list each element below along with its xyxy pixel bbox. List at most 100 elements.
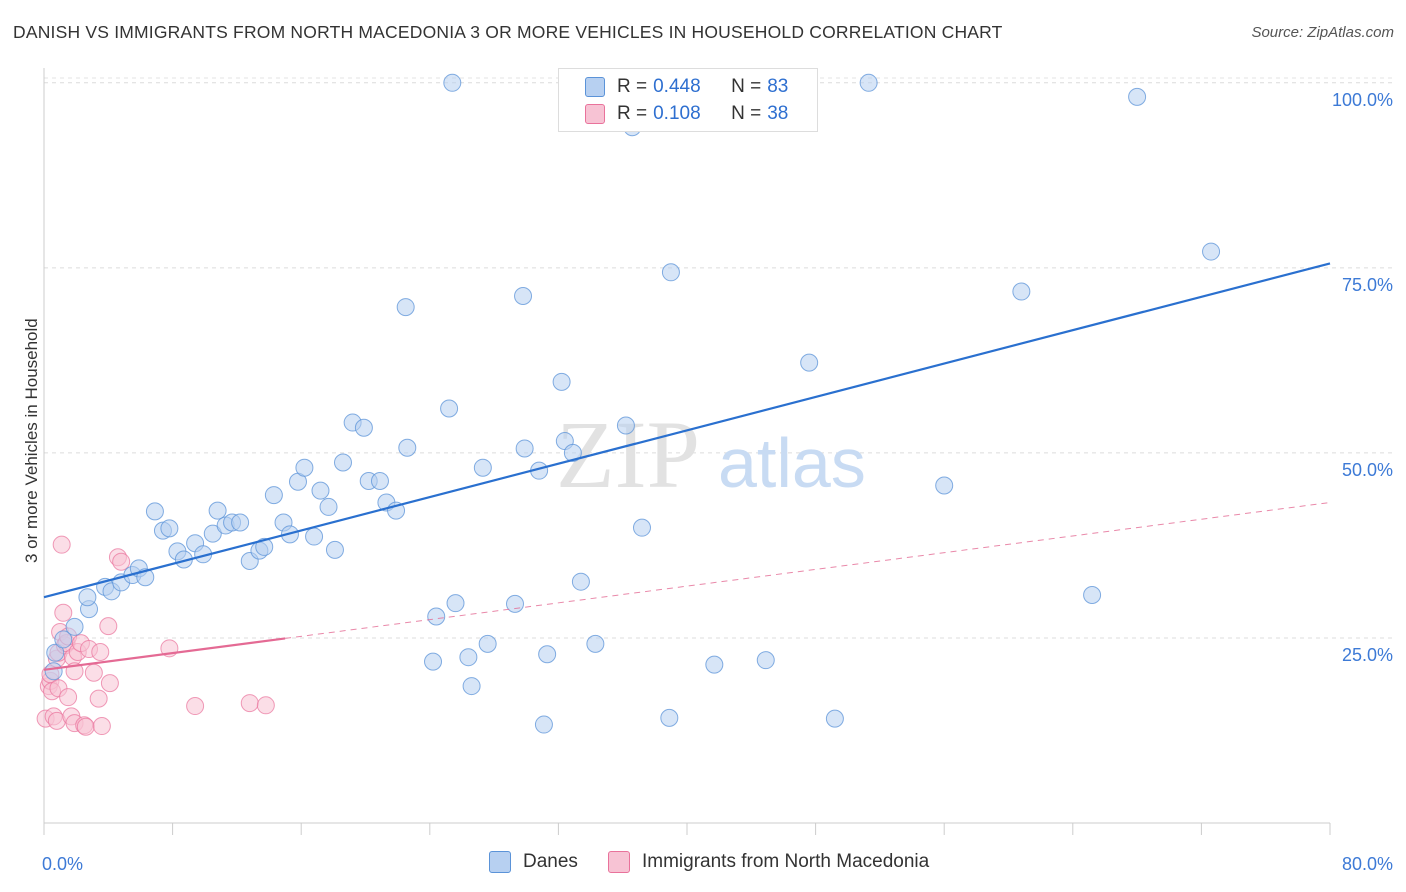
macedonia-points: [36, 535, 275, 736]
danes-point: [264, 486, 283, 505]
danes-point: [756, 651, 775, 670]
danes-point: [800, 353, 819, 372]
macedonia-label: Immigrants from North Macedonia: [642, 851, 930, 872]
danes-point: [1202, 242, 1221, 261]
danes-point: [632, 518, 651, 537]
danes-point: [208, 501, 227, 520]
legend-row-danes: R = 0.448 N = 83: [585, 74, 788, 100]
stats-legend: R = 0.448 N = 83 R = 0.108 N = 38: [558, 68, 818, 132]
legend-r-label: R =: [617, 103, 648, 124]
danes-point: [443, 73, 462, 92]
danes-point: [54, 630, 73, 649]
danes-point: [538, 645, 557, 664]
danes-point: [145, 502, 164, 521]
trend-lines: [43, 262, 1331, 671]
axes: [43, 68, 1331, 835]
danes-point: [552, 372, 571, 391]
x-tick-labels: 0.0% 80.0%: [42, 854, 1393, 874]
danes-point: [231, 513, 250, 532]
danes-point: [473, 458, 492, 477]
y-tick-label: 75.0%: [1342, 275, 1393, 295]
danes-point: [616, 416, 635, 435]
danes-point: [505, 594, 524, 613]
danes-point: [825, 709, 844, 728]
macedonia-point: [92, 717, 111, 736]
danes-point: [661, 263, 680, 282]
bottom-legend-danes: Danes: [489, 851, 578, 873]
x-tick-label: 80.0%: [1342, 854, 1393, 874]
macedonia-point: [240, 694, 259, 713]
watermark-atlas: atlas: [718, 424, 866, 502]
y-tick-label: 100.0%: [1332, 90, 1393, 110]
macedonia-point: [89, 689, 108, 708]
macedonia-point: [256, 696, 275, 715]
macedonia-point: [112, 552, 131, 571]
macedonia-point: [91, 643, 110, 662]
y-tick-label: 50.0%: [1342, 460, 1393, 480]
danes-point: [446, 594, 465, 613]
x-tick-label: 0.0%: [42, 854, 83, 874]
danes-point: [534, 715, 553, 734]
danes-point: [398, 438, 417, 457]
legend-n-value: 38: [767, 103, 789, 124]
danes-point: [305, 527, 324, 546]
danes-point: [78, 588, 97, 607]
danes-point: [46, 643, 65, 662]
danes-point: [44, 662, 63, 681]
legend-r-label: R =: [617, 76, 648, 97]
danes-point: [295, 458, 314, 477]
danes-trend-line: [43, 262, 1331, 599]
macedonia-point: [99, 617, 118, 636]
danes-point: [459, 648, 478, 667]
danes-point: [255, 537, 274, 556]
danes-point: [705, 655, 724, 674]
legend-swatch-macedonia: [585, 104, 605, 124]
bottom-legend-macedonia: Immigrants from North Macedonia: [608, 851, 929, 873]
macedonia-point: [59, 688, 78, 707]
watermark: ZIP atlas: [556, 401, 866, 508]
danes-point: [478, 634, 497, 653]
danes-point: [586, 634, 605, 653]
danes-point: [1083, 586, 1102, 605]
legend-row-macedonia: R = 0.108 N = 38: [585, 101, 788, 127]
danes-point: [325, 540, 344, 559]
danes-point: [333, 453, 352, 472]
legend-n-label: N =: [731, 76, 762, 97]
chart-source: Source: ZipAtlas.com: [1251, 24, 1394, 41]
danes-point: [514, 286, 533, 305]
danes-point: [859, 73, 878, 92]
danes-point: [571, 572, 590, 591]
legend-r-value: 0.108: [653, 103, 701, 124]
macedonia-trend-extension: [285, 501, 1331, 639]
macedonia-point: [54, 603, 73, 622]
macedonia-point: [84, 663, 103, 682]
danes-point: [660, 708, 679, 727]
danes-label: Danes: [523, 851, 578, 872]
danes-point: [203, 524, 222, 543]
danes-point: [1128, 87, 1147, 106]
macedonia-point: [186, 697, 205, 716]
legend-swatch-danes: [585, 77, 605, 97]
danes-point: [354, 418, 373, 437]
macedonia-point: [100, 674, 119, 693]
danes-point: [396, 298, 415, 317]
macedonia-trend-line: [43, 637, 286, 671]
danes-point: [563, 443, 582, 462]
danes-point: [319, 497, 338, 516]
danes-point: [515, 439, 534, 458]
danes-point: [65, 617, 84, 636]
danes-point: [427, 607, 446, 626]
macedonia-swatch: [608, 851, 630, 873]
y-axis-label: 3 or more Vehicles in Household: [22, 318, 41, 563]
danes-point: [424, 652, 443, 671]
legend-n-value: 83: [767, 76, 789, 97]
danes-point: [935, 476, 954, 495]
danes-point: [311, 481, 330, 500]
danes-point: [160, 519, 179, 538]
danes-point: [1012, 282, 1031, 301]
chart-title: DANISH VS IMMIGRANTS FROM NORTH MACEDONI…: [13, 22, 1003, 42]
danes-point: [462, 677, 481, 696]
legend-r-value: 0.448: [653, 76, 701, 97]
danes-point: [370, 472, 389, 491]
